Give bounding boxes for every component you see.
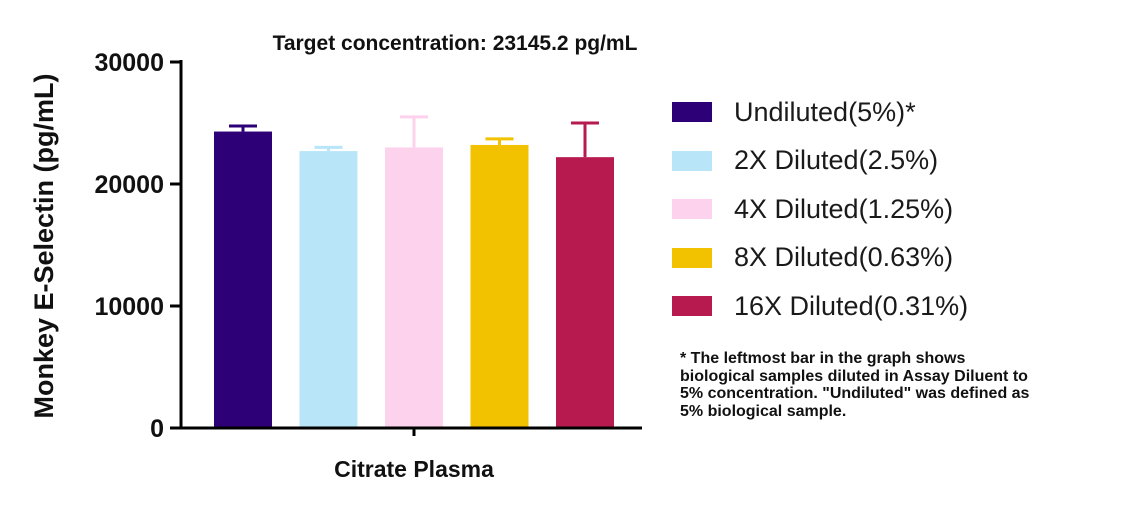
- legend-swatch: [672, 296, 712, 317]
- bar: [470, 144, 529, 428]
- legend-label: 4X Diluted(1.25%): [734, 193, 954, 224]
- y-tick-label: 20000: [94, 171, 164, 199]
- bar-chart: Target concentration: 23145.2 pg/mL Monk…: [29, 32, 642, 482]
- y-tick-label: 30000: [94, 49, 164, 77]
- x-axis-label: Citrate Plasma: [334, 456, 494, 482]
- legend-swatch: [672, 199, 712, 220]
- legend-item: Undiluted(5%)*: [672, 88, 968, 137]
- bar: [385, 147, 443, 428]
- legend-item: 16X Diluted(0.31%): [672, 282, 968, 331]
- bar: [299, 151, 358, 428]
- y-axis-label: Monkey E-Selectin (pg/mL): [29, 73, 59, 418]
- footnote-line: * The leftmost bar in the graph shows: [680, 350, 966, 367]
- legend-item: 2X Diluted(2.5%): [672, 137, 968, 186]
- legend-swatch: [672, 247, 712, 268]
- chart-title: Target concentration: 23145.2 pg/mL: [273, 32, 638, 55]
- footnote-line: 5% concentration. "Undiluted" was define…: [680, 385, 1030, 402]
- y-tick-label: 10000: [94, 293, 164, 321]
- bar: [214, 131, 272, 429]
- legend-label: Undiluted(5%)*: [734, 96, 916, 127]
- legend-label: 16X Diluted(0.31%): [734, 290, 969, 321]
- footnote-line: 5% biological sample.: [680, 402, 847, 420]
- legend: Undiluted(5%)* 2X Diluted(2.5%) 4X Diluted…: [672, 88, 968, 331]
- legend-swatch: [672, 102, 712, 123]
- legend-swatch: [672, 150, 712, 171]
- legend-label: 8X Diluted(0.63%): [734, 242, 954, 273]
- y-tick-label: 0: [150, 415, 164, 443]
- legend-item: 4X Diluted(1.25%): [672, 185, 968, 234]
- legend-item: 8X Diluted(0.63%): [672, 234, 968, 283]
- bar: [556, 157, 614, 428]
- footnote-line: biological samples diluted in Assay Dilu…: [680, 367, 1028, 385]
- legend-label: 2X Diluted(2.5%): [734, 145, 939, 176]
- footnote: * The leftmost bar in the graph shows bi…: [680, 350, 1120, 420]
